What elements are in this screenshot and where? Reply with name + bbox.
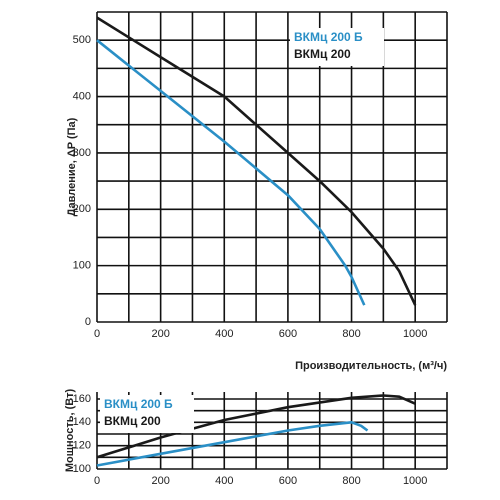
x-tick-label: 1000	[403, 475, 427, 487]
x-tick-label: 200	[151, 328, 169, 340]
y-tick-label: 300	[73, 147, 91, 159]
legend-entry: ВКМц 200	[294, 47, 351, 61]
legend-entry: ВКМц 200	[104, 414, 161, 428]
y-tick-label: 100	[73, 463, 91, 475]
y-tick-label: 120	[73, 440, 91, 452]
series-line	[96, 394, 416, 459]
x-tick-label: 600	[279, 328, 297, 340]
y-axis-label: Давление, ΔP (Па)	[66, 117, 78, 216]
legend-entry: ВКМц 200 Б	[104, 397, 173, 411]
y-tick-label: 100	[73, 260, 91, 272]
y-tick-label: 400	[73, 90, 91, 102]
x-axis-label: Производительность, (м³/ч)	[295, 360, 447, 372]
x-tick-label: 0	[94, 328, 100, 340]
series-line	[96, 16, 417, 306]
y-tick-label: 200	[73, 203, 91, 215]
legend-entry: ВКМц 200 Б	[294, 30, 363, 44]
y-tick-label: 0	[85, 316, 91, 328]
y-tick-label: 160	[73, 393, 91, 405]
x-tick-label: 200	[151, 475, 169, 487]
x-tick-label: 600	[279, 475, 297, 487]
y-tick-label: 500	[73, 34, 91, 46]
x-tick-label: 400	[215, 475, 233, 487]
x-tick-label: 800	[342, 475, 360, 487]
x-tick-label: 1000	[403, 328, 427, 340]
x-tick-label: 800	[342, 328, 360, 340]
series-line	[96, 39, 366, 306]
x-tick-label: 400	[215, 328, 233, 340]
legend-box	[290, 28, 384, 66]
y-axis-label: Мощность, (Вт)	[64, 389, 76, 473]
y-tick-label: 140	[73, 416, 91, 428]
legend-box	[100, 395, 194, 433]
x-tick-label: 0	[94, 475, 100, 487]
series-line	[96, 420, 369, 467]
